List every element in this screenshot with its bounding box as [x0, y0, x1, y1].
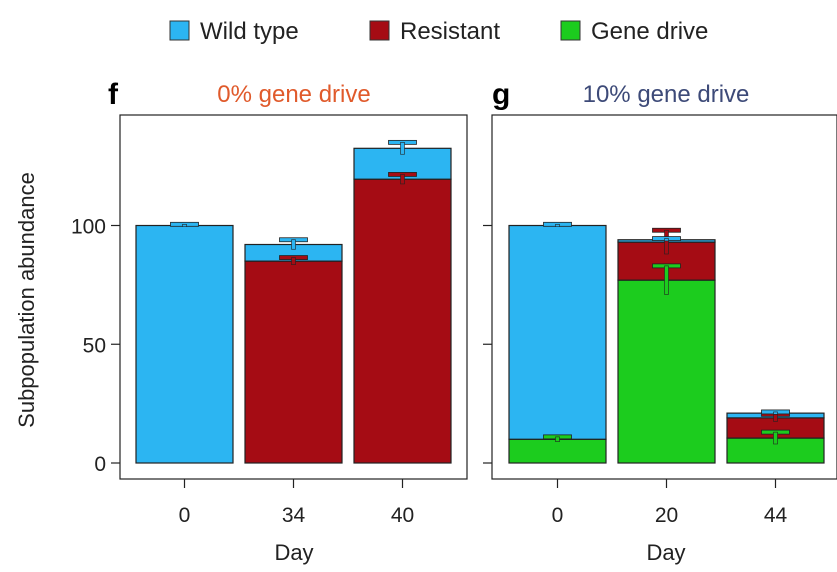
panel-g-error-bar-gene-drive-0 — [543, 434, 572, 442]
panel-f-error-bar-resistant-34 — [279, 255, 308, 265]
panel-f-x-tick-label-34: 34 — [282, 504, 306, 527]
panel-g-frame — [491, 114, 837, 480]
panel-g: g 10% gene drive 0 20 44 Day — [483, 78, 837, 565]
panel-g-x-tick-label-0: 0 — [552, 504, 564, 527]
panel-f-bar-wild-type-0 — [135, 224, 234, 464]
panel-g-error-bar-resistant-20 — [652, 227, 681, 255]
panel-g-x-tick-label-20: 20 — [655, 504, 678, 527]
y-tick-label-100: 100 — [71, 216, 106, 239]
panel-g-error-bar-wild-type-0 — [543, 221, 572, 227]
legend-swatch-resistant — [369, 20, 390, 41]
panel-f-title: 0% gene drive — [217, 81, 370, 108]
panel-g-error-bar-wild-type-44 — [761, 409, 790, 415]
panel-g-x-tick-label-44: 44 — [764, 504, 788, 527]
panel-f-x-tick-label-40: 40 — [391, 504, 414, 527]
legend: Wild type Resistant Gene drive — [169, 18, 708, 45]
panel-f-bar-resistant-40 — [353, 178, 452, 464]
y-tick-label-0: 0 — [94, 453, 106, 476]
legend-swatch-gene-drive — [560, 20, 581, 41]
y-tick-label-50: 50 — [83, 334, 106, 357]
panel-g-bar-gene-drive-20 — [617, 279, 716, 464]
panel-g-bars — [508, 221, 825, 464]
panel-f-error-bar-resistant-40 — [388, 172, 417, 185]
panel-f-error-bar-wild-type-40 — [388, 139, 417, 155]
legend-swatch-wild-type — [169, 20, 190, 41]
panel-f-error-bar-wild-type-34 — [279, 237, 308, 250]
panel-letter-f: f — [108, 78, 119, 111]
panel-f-x-axis-label: Day — [274, 540, 313, 565]
panel-letter-g: g — [492, 78, 510, 111]
legend-label-gene-drive: Gene drive — [591, 18, 708, 45]
panel-f-bars — [135, 139, 452, 464]
panel-g-bar-wild-type-0 — [508, 224, 607, 440]
panel-f-error-bar-wild-type-0 — [170, 221, 199, 227]
panel-f-x-tick-label-0: 0 — [179, 504, 191, 527]
panel-f-ticks: 0 50 100 0 34 40 — [71, 216, 414, 528]
panel-g-error-bar-wild-type-20 — [652, 236, 681, 242]
y-axis-label: Subpopulation abundance — [14, 172, 39, 428]
panel-f: f 0% gene drive 0 50 100 0 34 40 Day — [71, 78, 468, 565]
panel-g-x-axis-label: Day — [646, 540, 685, 565]
panel-g-error-bar-gene-drive-20 — [652, 263, 681, 295]
panel-f-bar-resistant-34 — [244, 260, 343, 464]
legend-label-wild-type: Wild type — [200, 18, 299, 45]
panel-g-ticks: 0 20 44 — [483, 224, 788, 527]
panel-g-title: 10% gene drive — [583, 81, 750, 108]
panel-g-error-bar-gene-drive-44 — [761, 429, 790, 445]
legend-label-resistant: Resistant — [400, 18, 500, 45]
panel-g-bar-gene-drive-0 — [508, 438, 607, 464]
